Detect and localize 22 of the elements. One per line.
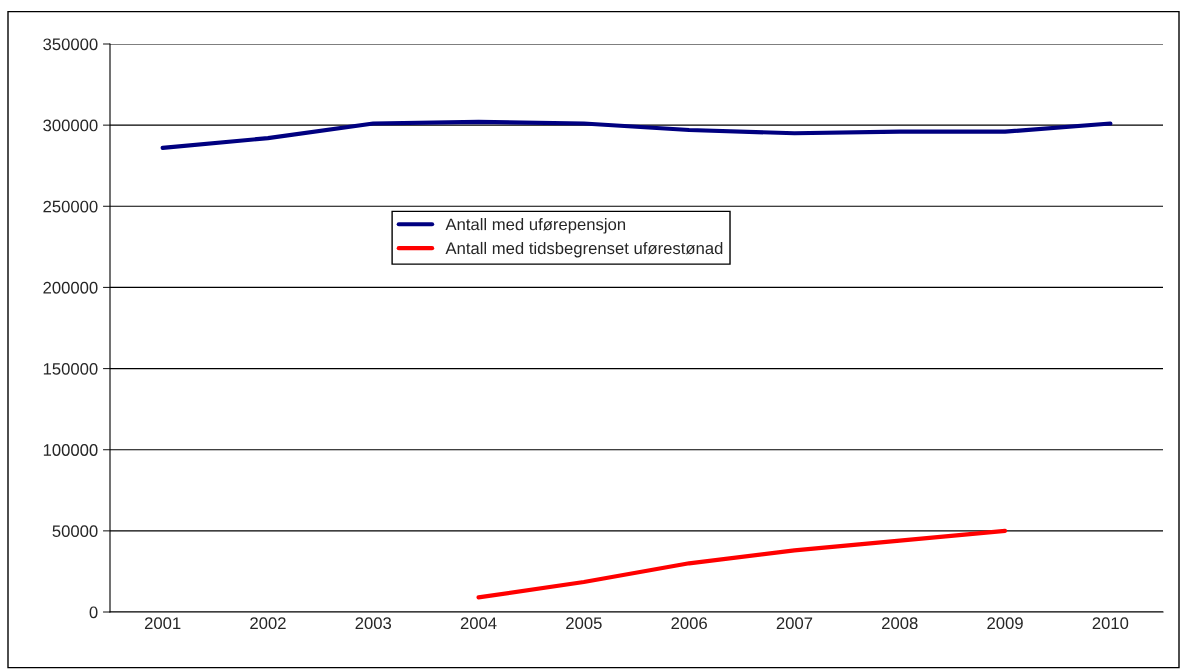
y-tick-label: 300000 [43, 119, 98, 132]
y-tick-label: 100000 [43, 444, 98, 456]
x-tick-label: 2003 [355, 617, 392, 630]
line-series [160, 119, 1113, 150]
x-tick-label: 2008 [882, 617, 918, 630]
legend-label: Antall med uførepensjon [445, 218, 626, 234]
legend-label: Antall med tidsbegrenset uførestønad [445, 241, 723, 258]
y-tick-label: 250000 [43, 200, 98, 213]
x-tick-label: 2006 [671, 617, 707, 630]
x-tick-label: 2007 [776, 617, 813, 630]
x-tick-label: 2009 [987, 617, 1023, 630]
x-tick-label: 2005 [566, 617, 602, 630]
y-tick-label: 150000 [43, 362, 98, 375]
y-tick-label: 350000 [43, 38, 98, 51]
x-tick-label: 2001 [144, 617, 181, 630]
y-tick-label: 0 [89, 606, 98, 619]
x-tick-label: 2010 [1092, 617, 1129, 630]
x-tick-label: 2002 [250, 617, 286, 630]
x-tick-label: 2004 [460, 617, 497, 630]
y-tick-label: 50000 [52, 525, 98, 538]
line-series [476, 528, 1008, 600]
y-tick-label: 200000 [43, 281, 98, 294]
